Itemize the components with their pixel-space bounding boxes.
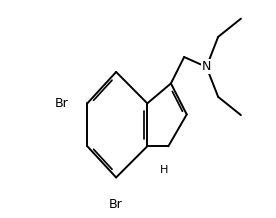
Text: Br: Br	[55, 97, 69, 110]
Text: H: H	[160, 165, 168, 175]
Text: N: N	[202, 60, 211, 73]
Text: Br: Br	[109, 198, 123, 211]
